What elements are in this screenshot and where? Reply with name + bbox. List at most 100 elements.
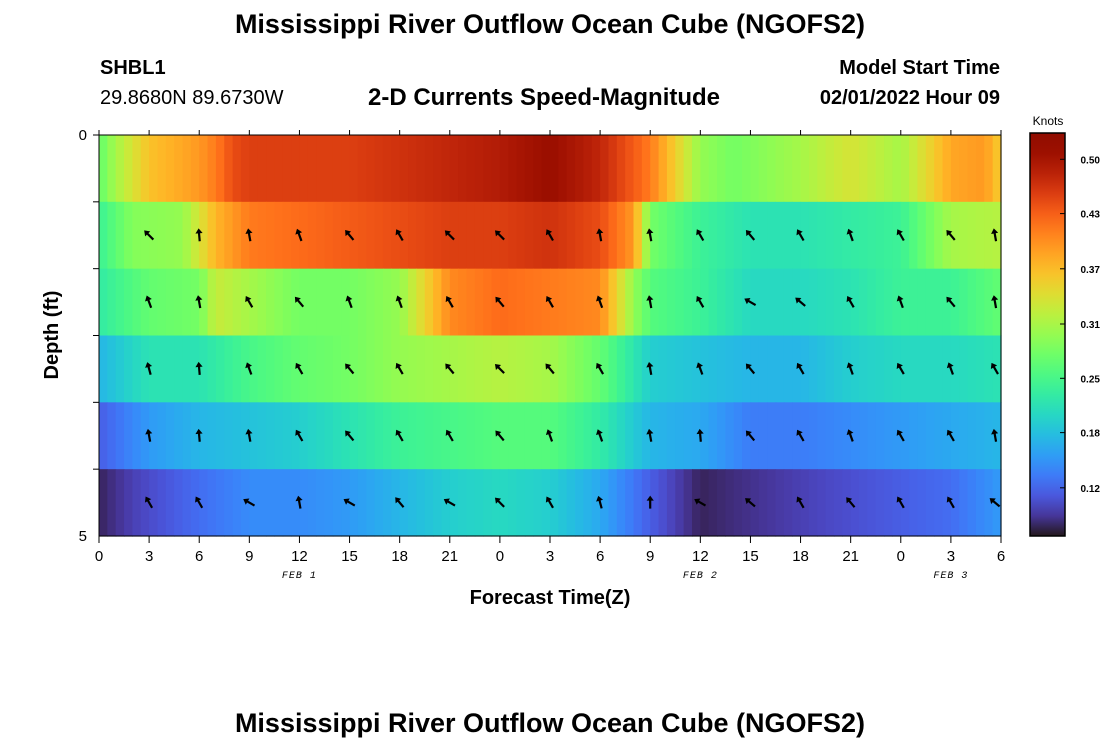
current-arrow	[195, 428, 203, 442]
heatmap-cell	[499, 135, 509, 203]
heatmap-cell	[658, 402, 668, 470]
heatmap-cell	[859, 402, 868, 470]
heatmap-cell	[399, 469, 409, 537]
heatmap-cell	[666, 201, 676, 270]
heatmap-cell	[675, 402, 685, 470]
heatmap-cell	[950, 335, 960, 403]
heatmap-cell	[892, 201, 902, 270]
heatmap-cell	[992, 268, 1002, 337]
heatmap-cell	[984, 201, 994, 270]
current-arrow	[495, 296, 505, 308]
heatmap-cell	[232, 268, 242, 337]
heatmap-cell	[115, 135, 125, 203]
current-arrow	[445, 296, 454, 308]
current-arrow	[745, 363, 756, 375]
heatmap-cell	[115, 201, 125, 270]
heatmap-cell	[132, 402, 142, 470]
current-arrow	[295, 495, 303, 509]
current-arrow	[694, 498, 707, 507]
heatmap-cell	[99, 268, 108, 337]
heatmap-cell	[725, 469, 735, 537]
heatmap-cell	[433, 268, 443, 337]
heatmap-cell	[466, 402, 476, 470]
heatmap-cell	[800, 201, 810, 270]
heatmap-cell	[408, 201, 417, 270]
heatmap-cell	[566, 201, 576, 270]
heatmap-cell	[575, 135, 585, 203]
heatmap-cell	[733, 135, 743, 203]
heatmap-cell	[99, 469, 108, 537]
station-coords: 29.8680N 89.6730W	[100, 87, 284, 109]
current-arrow	[846, 296, 855, 308]
heatmap-cell	[975, 335, 985, 403]
heatmap-cell	[416, 335, 426, 403]
current-arrow	[991, 295, 999, 309]
heatmap-cell	[416, 268, 426, 337]
heatmap-cell	[416, 402, 426, 470]
heatmap-cell	[215, 402, 225, 470]
current-arrow	[395, 429, 404, 442]
heatmap-cell	[975, 135, 985, 203]
heatmap-cell	[533, 135, 543, 203]
heatmap-cell	[266, 402, 275, 470]
current-arrow	[646, 295, 654, 309]
heatmap-cell	[207, 402, 217, 470]
heatmap-cell	[474, 201, 484, 270]
x-tick-label: 3	[546, 548, 554, 565]
x-tick-label: 0	[897, 548, 905, 565]
heatmap-cell	[257, 469, 267, 537]
current-arrow	[494, 497, 505, 508]
heatmap-cell	[700, 135, 710, 203]
heatmap-cell	[750, 268, 760, 337]
heatmap-cell	[925, 469, 935, 537]
y-tick-label: 5	[79, 528, 87, 545]
heatmap-cell	[449, 201, 459, 270]
heatmap-cell	[249, 268, 259, 337]
current-arrow	[245, 428, 253, 442]
heatmap-cell	[884, 201, 894, 270]
heatmap-cell	[608, 335, 618, 403]
heatmap-cell	[608, 469, 618, 537]
heatmap-cell	[717, 469, 726, 537]
heatmap-cell	[182, 268, 192, 337]
heatmap-cell	[725, 335, 735, 403]
heatmap-cell	[107, 469, 117, 537]
heatmap-cell	[575, 402, 585, 470]
heatmap-cell	[182, 335, 192, 403]
heatmap-cell	[524, 402, 534, 470]
current-arrow	[896, 362, 905, 375]
heatmap-cell	[516, 201, 526, 270]
heatmap-cell	[541, 402, 551, 470]
heatmap-cell	[750, 135, 760, 203]
heatmap-cell	[942, 335, 952, 403]
heatmap-cell	[299, 469, 309, 537]
heatmap-cell	[449, 469, 459, 537]
heatmap-cell	[199, 335, 209, 403]
heatmap-cell	[449, 135, 459, 203]
heatmap-cell	[282, 469, 292, 537]
heatmap-cell	[449, 402, 459, 470]
heatmap-cell	[107, 268, 117, 337]
heatmap-cell	[466, 469, 476, 537]
heatmap-cell	[800, 402, 810, 470]
heatmap-cell	[892, 402, 902, 470]
heatmap-cell	[767, 201, 777, 270]
heatmap-cell	[249, 402, 259, 470]
heatmap-cell	[441, 268, 451, 337]
heatmap-cell	[115, 402, 125, 470]
heatmap-cell	[717, 335, 726, 403]
colorbar-ticks: 0.500 0.438 0.375 0.312 0.250 0.188 0.125	[1060, 155, 1100, 495]
heatmap-cell	[458, 201, 468, 270]
heatmap-cell	[650, 469, 660, 537]
heatmap-cell	[274, 335, 284, 403]
current-arrow	[946, 429, 955, 442]
heatmap-cell	[608, 135, 618, 203]
heatmap-cell	[675, 135, 685, 203]
heatmap-cell	[725, 201, 735, 270]
current-arrow	[745, 430, 756, 442]
heatmap-cell	[157, 201, 167, 270]
heatmap-cell	[600, 268, 610, 337]
current-arrow	[991, 428, 999, 442]
heatmap-cell	[199, 469, 209, 537]
